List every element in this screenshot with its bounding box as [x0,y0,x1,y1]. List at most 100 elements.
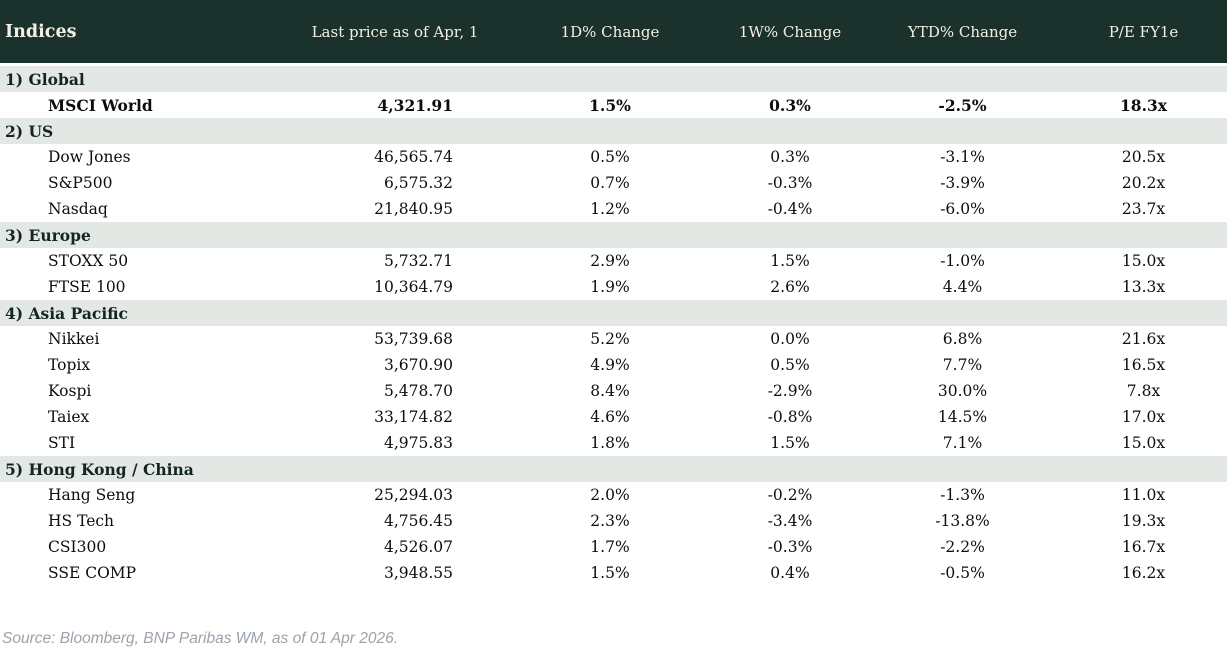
section-row: 5) Hong Kong / China [0,456,1227,482]
table-header: Indices Last price as of Apr, 1 1D% Chan… [0,0,1227,63]
1w-change-value: 1.5% [715,248,865,274]
1w-change-value: -0.3% [715,534,865,560]
ytd-change-value: 30.0% [865,378,1060,404]
1w-change-value: -0.2% [715,482,865,508]
last-price-value: 4,975.83 [285,430,505,456]
pe-value: 19.3x [1060,508,1227,534]
1d-change-value: 2.3% [505,508,715,534]
1d-change-value: 0.5% [505,144,715,170]
last-price-value: 3,948.55 [285,560,505,586]
index-row: Topix 3,670.90 4.9% 0.5% 7.7% 16.5x [0,352,1227,378]
pe-value: 20.2x [1060,170,1227,196]
pe-value: 23.7x [1060,196,1227,222]
1d-change-value: 1.9% [505,274,715,300]
column-header-pe: P/E FY1e [1060,0,1227,63]
ytd-change-value: 7.1% [865,430,1060,456]
last-price-value: 46,565.74 [285,144,505,170]
ytd-change-value: -3.9% [865,170,1060,196]
pe-value: 21.6x [1060,326,1227,352]
1w-change-value: 0.0% [715,326,865,352]
section-label: 5) Hong Kong / China [0,456,1227,482]
1d-change-value: 1.5% [505,560,715,586]
index-row: Hang Seng 25,294.03 2.0% -0.2% -1.3% 11.0x [0,482,1227,508]
1d-change-value: 1.8% [505,430,715,456]
last-price-value: 4,321.91 [285,92,505,118]
pe-value: 13.3x [1060,274,1227,300]
pe-value: 20.5x [1060,144,1227,170]
pe-value: 16.7x [1060,534,1227,560]
index-name: Nasdaq [0,196,285,222]
1w-change-value: -3.4% [715,508,865,534]
pe-value: 15.0x [1060,248,1227,274]
ytd-change-value: -2.2% [865,534,1060,560]
column-header-ytd-change: YTD% Change [865,0,1060,63]
index-name: Kospi [0,378,285,404]
1w-change-value: -2.9% [715,378,865,404]
last-price-value: 3,670.90 [285,352,505,378]
last-price-value: 10,364.79 [285,274,505,300]
index-name: SSE COMP [0,560,285,586]
section-row: 2) US [0,118,1227,144]
pe-value: 17.0x [1060,404,1227,430]
ytd-change-value: 7.7% [865,352,1060,378]
index-name: Topix [0,352,285,378]
1d-change-value: 4.6% [505,404,715,430]
index-row: STOXX 50 5,732.71 2.9% 1.5% -1.0% 15.0x [0,248,1227,274]
ytd-change-value: 4.4% [865,274,1060,300]
section-row: 1) Global [0,66,1227,92]
ytd-change-value: 14.5% [865,404,1060,430]
ytd-change-value: -3.1% [865,144,1060,170]
section-row: 4) Asia Pacific [0,300,1227,326]
ytd-change-value: 6.8% [865,326,1060,352]
1d-change-value: 5.2% [505,326,715,352]
last-price-value: 6,575.32 [285,170,505,196]
index-name: FTSE 100 [0,274,285,300]
1w-change-value: -0.8% [715,404,865,430]
pe-value: 16.2x [1060,560,1227,586]
table-header-row: Indices Last price as of Apr, 1 1D% Chan… [0,0,1227,63]
index-row: Nasdaq 21,840.95 1.2% -0.4% -6.0% 23.7x [0,196,1227,222]
column-header-last-price: Last price as of Apr, 1 [285,0,505,63]
pe-value: 16.5x [1060,352,1227,378]
1d-change-value: 2.0% [505,482,715,508]
column-header-1w-change: 1W% Change [715,0,865,63]
ytd-change-value: -2.5% [865,92,1060,118]
last-price-value: 5,478.70 [285,378,505,404]
ytd-change-value: -6.0% [865,196,1060,222]
last-price-value: 4,526.07 [285,534,505,560]
1w-change-value: 0.3% [715,92,865,118]
section-label: 3) Europe [0,222,1227,248]
indices-table: Indices Last price as of Apr, 1 1D% Chan… [0,0,1227,586]
index-row: Taiex 33,174.82 4.6% -0.8% 14.5% 17.0x [0,404,1227,430]
1w-change-value: 0.3% [715,144,865,170]
header-gap-spacer [0,63,1227,66]
index-name: HS Tech [0,508,285,534]
1w-change-value: 0.5% [715,352,865,378]
index-row: SSE COMP 3,948.55 1.5% 0.4% -0.5% 16.2x [0,560,1227,586]
pe-value: 11.0x [1060,482,1227,508]
index-row: Kospi 5,478.70 8.4% -2.9% 30.0% 7.8x [0,378,1227,404]
1d-change-value: 2.9% [505,248,715,274]
pe-value: 7.8x [1060,378,1227,404]
index-name: STOXX 50 [0,248,285,274]
1d-change-value: 1.7% [505,534,715,560]
last-price-value: 53,739.68 [285,326,505,352]
1d-change-value: 1.5% [505,92,715,118]
index-row: STI 4,975.83 1.8% 1.5% 7.1% 15.0x [0,430,1227,456]
index-row: S&P500 6,575.32 0.7% -0.3% -3.9% 20.2x [0,170,1227,196]
index-name: STI [0,430,285,456]
1w-change-value: 0.4% [715,560,865,586]
index-name: S&P500 [0,170,285,196]
index-name: Dow Jones [0,144,285,170]
index-name: Nikkei [0,326,285,352]
last-price-value: 33,174.82 [285,404,505,430]
column-header-1d-change: 1D% Change [505,0,715,63]
1d-change-value: 1.2% [505,196,715,222]
section-label: 4) Asia Pacific [0,300,1227,326]
index-row: MSCI World 4,321.91 1.5% 0.3% -2.5% 18.3x [0,92,1227,118]
index-row: FTSE 100 10,364.79 1.9% 2.6% 4.4% 13.3x [0,274,1227,300]
pe-value: 18.3x [1060,92,1227,118]
index-row: Dow Jones 46,565.74 0.5% 0.3% -3.1% 20.5x [0,144,1227,170]
ytd-change-value: -13.8% [865,508,1060,534]
section-row: 3) Europe [0,222,1227,248]
